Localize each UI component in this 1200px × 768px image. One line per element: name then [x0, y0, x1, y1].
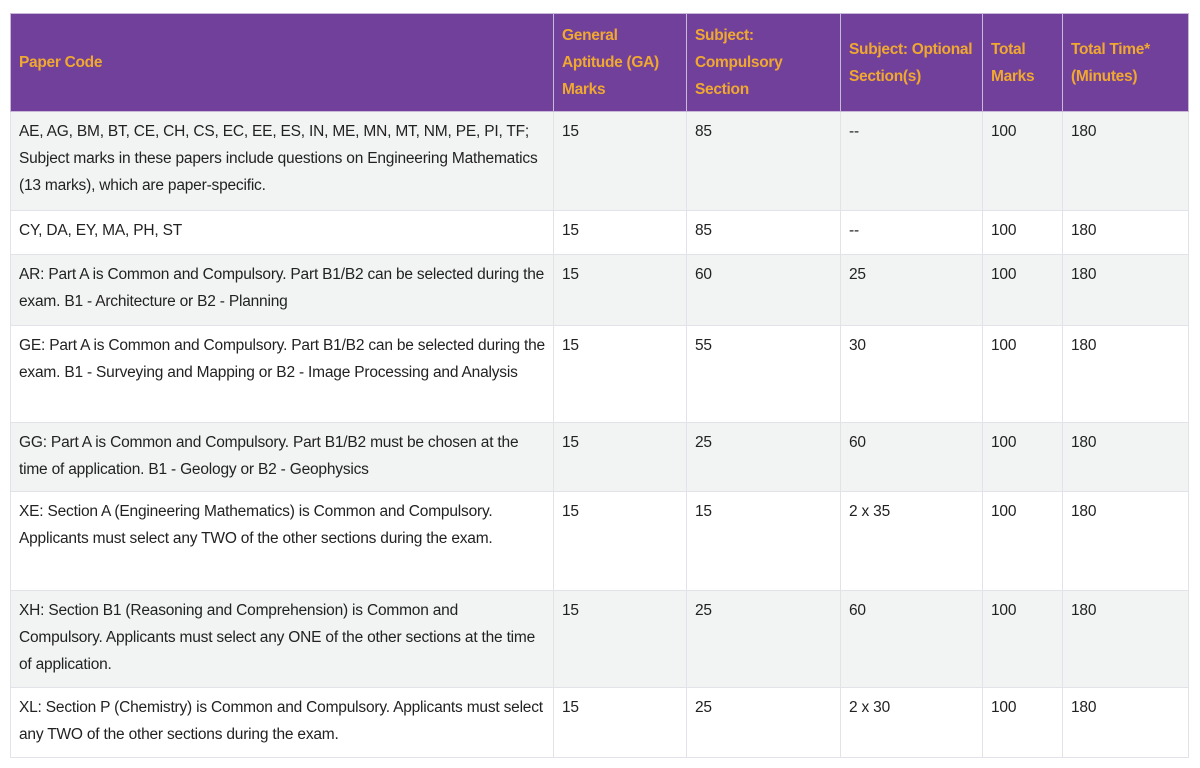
cell-ga-marks: 15	[553, 687, 687, 758]
header-total-marks: Total Marks	[982, 13, 1063, 112]
cell-total-marks: 100	[982, 210, 1063, 255]
cell-paper-code: GE: Part A is Common and Compulsory. Par…	[10, 325, 554, 423]
cell-ga-marks: 15	[553, 210, 687, 255]
cell-total-marks: 100	[982, 687, 1063, 758]
header-paper-code: Paper Code	[10, 13, 554, 112]
cell-paper-code: XE: Section A (Engineering Mathematics) …	[10, 491, 554, 591]
cell-total-marks: 100	[982, 491, 1063, 591]
cell-total-marks: 100	[982, 325, 1063, 423]
table-row: GE: Part A is Common and Compulsory. Par…	[10, 325, 1189, 423]
cell-optional: 60	[840, 422, 983, 492]
cell-total-time: 180	[1062, 687, 1189, 758]
cell-total-time: 180	[1062, 422, 1189, 492]
cell-optional: 25	[840, 254, 983, 326]
cell-compulsory: 15	[686, 491, 841, 591]
cell-optional: 2 x 30	[840, 687, 983, 758]
cell-optional: --	[840, 210, 983, 255]
cell-ga-marks: 15	[553, 590, 687, 688]
cell-paper-code: AE, AG, BM, BT, CE, CH, CS, EC, EE, ES, …	[10, 111, 554, 211]
cell-paper-code: GG: Part A is Common and Compulsory. Par…	[10, 422, 554, 492]
cell-total-time: 180	[1062, 254, 1189, 326]
cell-total-marks: 100	[982, 590, 1063, 688]
table-row: XE: Section A (Engineering Mathematics) …	[10, 491, 1189, 591]
header-total-time: Total Time* (Minutes)	[1062, 13, 1189, 112]
cell-compulsory: 85	[686, 210, 841, 255]
cell-total-marks: 100	[982, 254, 1063, 326]
cell-total-marks: 100	[982, 111, 1063, 211]
cell-paper-code: XH: Section B1 (Reasoning and Comprehens…	[10, 590, 554, 688]
cell-optional: --	[840, 111, 983, 211]
cell-total-time: 180	[1062, 111, 1189, 211]
cell-total-time: 180	[1062, 210, 1189, 255]
cell-optional: 30	[840, 325, 983, 423]
cell-compulsory: 25	[686, 422, 841, 492]
cell-total-time: 180	[1062, 590, 1189, 688]
cell-total-marks: 100	[982, 422, 1063, 492]
cell-ga-marks: 15	[553, 422, 687, 492]
table-row: XL: Section P (Chemistry) is Common and …	[10, 687, 1189, 758]
table-row: CY, DA, EY, MA, PH, ST 15 85 -- 100 180	[10, 210, 1189, 255]
cell-ga-marks: 15	[553, 111, 687, 211]
cell-total-time: 180	[1062, 325, 1189, 423]
cell-ga-marks: 15	[553, 254, 687, 326]
cell-compulsory: 25	[686, 687, 841, 758]
cell-optional: 2 x 35	[840, 491, 983, 591]
table-row: XH: Section B1 (Reasoning and Comprehens…	[10, 590, 1189, 688]
cell-paper-code: CY, DA, EY, MA, PH, ST	[10, 210, 554, 255]
cell-compulsory: 25	[686, 590, 841, 688]
cell-compulsory: 85	[686, 111, 841, 211]
cell-ga-marks: 15	[553, 325, 687, 423]
table-row: GG: Part A is Common and Compulsory. Par…	[10, 422, 1189, 492]
cell-ga-marks: 15	[553, 491, 687, 591]
exam-marks-table: Paper Code General Aptitude (GA) Marks S…	[10, 13, 1189, 758]
cell-paper-code: XL: Section P (Chemistry) is Common and …	[10, 687, 554, 758]
cell-paper-code: AR: Part A is Common and Compulsory. Par…	[10, 254, 554, 326]
cell-total-time: 180	[1062, 491, 1189, 591]
header-ga-marks: General Aptitude (GA) Marks	[553, 13, 687, 112]
cell-compulsory: 55	[686, 325, 841, 423]
table-header-row: Paper Code General Aptitude (GA) Marks S…	[10, 13, 1189, 112]
cell-compulsory: 60	[686, 254, 841, 326]
table-row: AR: Part A is Common and Compulsory. Par…	[10, 254, 1189, 326]
header-compulsory-section: Subject: Compulsory Section	[686, 13, 841, 112]
table-row: AE, AG, BM, BT, CE, CH, CS, EC, EE, ES, …	[10, 111, 1189, 211]
cell-optional: 60	[840, 590, 983, 688]
header-optional-sections: Subject: Optional Section(s)	[840, 13, 983, 112]
